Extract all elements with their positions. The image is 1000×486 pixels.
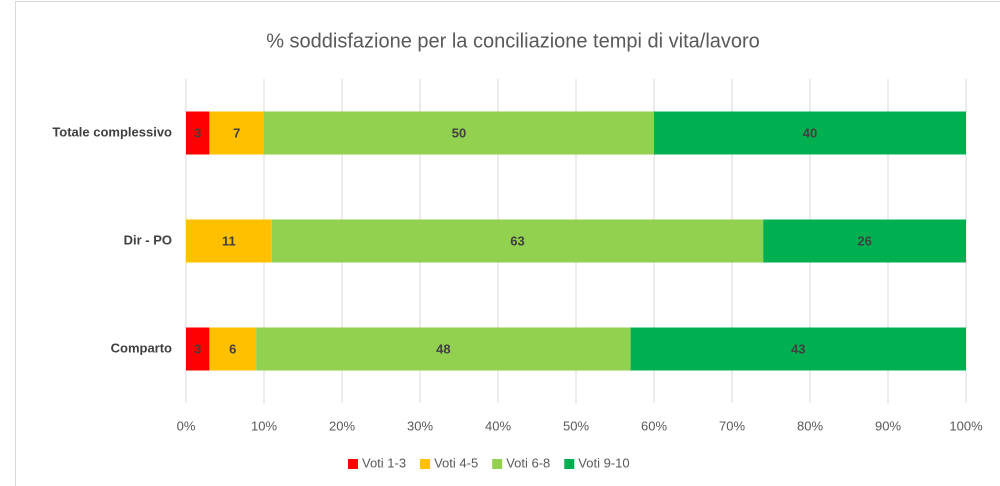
data-label: 26 bbox=[857, 233, 871, 248]
x-tick-label: 50% bbox=[563, 418, 589, 433]
x-tick-label: 30% bbox=[407, 418, 433, 433]
legend-label: Voti 4-5 bbox=[434, 455, 478, 470]
bar-segment bbox=[209, 327, 257, 371]
legend-swatch bbox=[492, 459, 503, 469]
data-label: 6 bbox=[229, 341, 236, 356]
x-tick-label: 10% bbox=[251, 418, 277, 433]
x-tick-label: 60% bbox=[641, 418, 667, 433]
legend-label: Voti 1-3 bbox=[362, 455, 406, 470]
chart-title: % soddisfazione per la conciliazione tem… bbox=[266, 30, 760, 52]
x-tick-label: 0% bbox=[177, 418, 196, 433]
data-label: 3 bbox=[194, 341, 201, 356]
y-tick-label: Totale complessivo bbox=[52, 124, 172, 139]
data-label: 43 bbox=[791, 341, 805, 356]
bar-segment bbox=[209, 111, 264, 155]
data-label: 50 bbox=[452, 125, 466, 140]
data-label: 11 bbox=[222, 233, 236, 248]
bar-segment bbox=[256, 327, 631, 371]
data-label: 3 bbox=[194, 125, 201, 140]
legend-swatch bbox=[420, 459, 431, 469]
bar-segment bbox=[630, 327, 966, 371]
bar-segment bbox=[264, 111, 654, 155]
bar-segment bbox=[186, 327, 210, 371]
y-tick-label: Dir - PO bbox=[124, 232, 172, 247]
bar-segment bbox=[654, 111, 966, 155]
data-label: 48 bbox=[436, 341, 450, 356]
legend-swatch bbox=[348, 459, 358, 469]
legend-label: Voti 9-10 bbox=[578, 455, 629, 470]
x-tick-label: 20% bbox=[329, 418, 355, 433]
legend-swatch bbox=[564, 459, 575, 469]
x-tick-label: 70% bbox=[719, 418, 745, 433]
data-label: 7 bbox=[233, 125, 240, 140]
bar-segment bbox=[186, 111, 210, 155]
legend-label: Voti 6-8 bbox=[506, 455, 550, 470]
x-tick-label: 80% bbox=[797, 418, 823, 433]
data-label: 40 bbox=[803, 125, 817, 140]
x-tick-label: 90% bbox=[875, 418, 901, 433]
y-tick-label: Comparto bbox=[111, 340, 172, 355]
x-tick-label: 100% bbox=[949, 418, 983, 433]
x-tick-label: 40% bbox=[485, 418, 511, 433]
bar-segment bbox=[763, 219, 966, 263]
bar-segment bbox=[271, 219, 764, 263]
data-label: 63 bbox=[510, 233, 524, 248]
bar-segment bbox=[186, 219, 272, 263]
